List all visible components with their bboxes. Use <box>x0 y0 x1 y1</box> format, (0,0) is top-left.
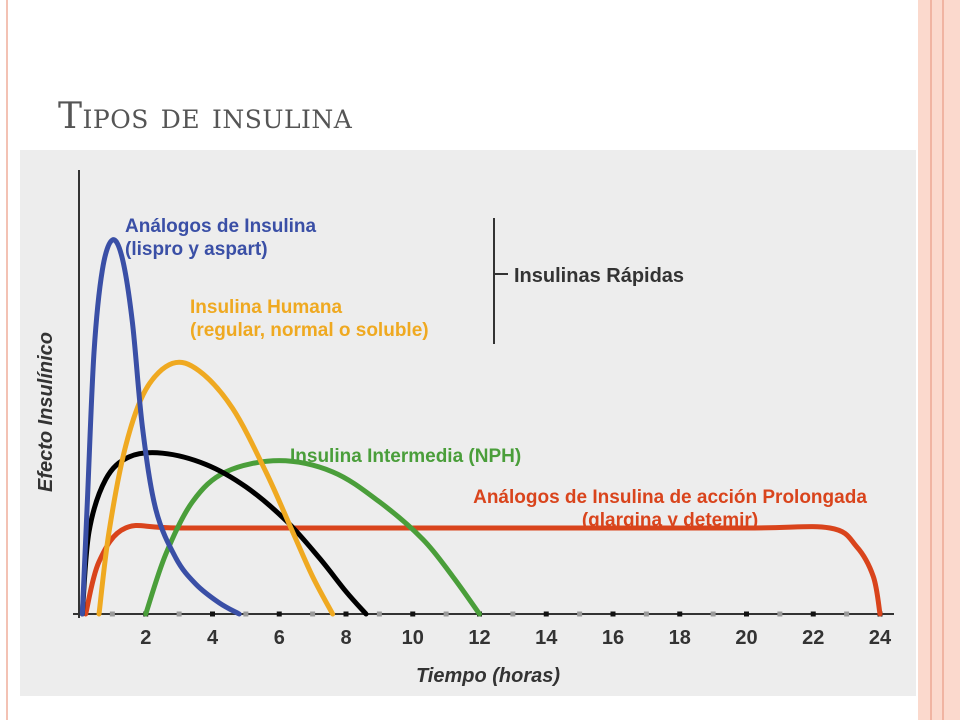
x-tick-label: 6 <box>274 627 285 649</box>
x-tick-minor <box>844 611 850 617</box>
x-tick-major <box>410 611 416 617</box>
chart-panel: 2 4 6 8 10 12 14 16 18 20 22 24 Tiempo (horas) Efecto… <box>20 150 916 696</box>
series-label-prolongada: (glargina y detemir) <box>582 510 758 531</box>
x-tick-minor <box>243 611 249 617</box>
x-tick-label: 8 <box>340 627 351 649</box>
series-label-humana: Insulina Humana <box>190 297 342 318</box>
x-axis-label: Tiempo (horas) <box>416 665 560 687</box>
x-tick-minor <box>710 611 716 617</box>
x-tick-label: 20 <box>735 627 757 649</box>
x-tick-major <box>677 611 683 617</box>
series-line-humana <box>96 359 336 617</box>
x-tick-minor <box>109 611 115 617</box>
x-tick-label: 10 <box>402 627 424 649</box>
x-tick-major <box>343 611 349 617</box>
x-tick-minor <box>376 611 382 617</box>
x-tick-major <box>276 611 282 617</box>
slide-title: Tipos de insulina <box>58 96 353 137</box>
series-line-prolongada <box>83 523 883 617</box>
x-tick-minor <box>777 611 783 617</box>
x-tick-label: 2 <box>140 627 151 649</box>
x-tick-major <box>210 611 215 617</box>
x-tick-minor <box>510 611 516 617</box>
right-border-decoration <box>918 0 960 720</box>
x-tick-label: 18 <box>669 627 691 649</box>
x-tick-minor <box>577 611 583 617</box>
x-tick-label: 12 <box>468 627 490 649</box>
border-line <box>930 0 932 720</box>
x-tick-minor <box>310 611 316 617</box>
x-tick-label: 14 <box>535 627 558 649</box>
series-label-analogos: Análogos de Insulina <box>125 216 317 237</box>
series-label-humana: (regular, normal o soluble) <box>190 320 429 341</box>
x-tick-major <box>610 611 616 617</box>
series-label-prolongada: Análogos de Insulina de acción Prolongad… <box>473 487 867 508</box>
left-rule <box>6 0 8 720</box>
series-label-analogos: (lispro y aspart) <box>125 239 268 260</box>
series-line-intermedia <box>143 458 482 617</box>
x-tick-label: 16 <box>602 627 624 649</box>
annotation-label: Insulinas Rápidas <box>514 265 684 287</box>
x-tick-major <box>543 611 549 617</box>
border-line <box>942 0 944 720</box>
x-tick-label: 4 <box>207 627 219 649</box>
x-tick-major <box>810 611 816 617</box>
series-line-analogos <box>79 237 242 617</box>
series-label-intermedia: Insulina Intermedia (NPH) <box>290 446 521 467</box>
x-tick-label: 22 <box>802 627 824 649</box>
x-tick-minor <box>443 611 449 617</box>
x-tick-label: 24 <box>869 627 892 649</box>
x-tick-minor <box>643 611 649 617</box>
y-axis-label: Efecto Insulínico <box>35 332 57 492</box>
series-line-negra <box>79 450 369 617</box>
x-tick-major <box>744 611 749 617</box>
x-tick-minor <box>176 611 182 617</box>
